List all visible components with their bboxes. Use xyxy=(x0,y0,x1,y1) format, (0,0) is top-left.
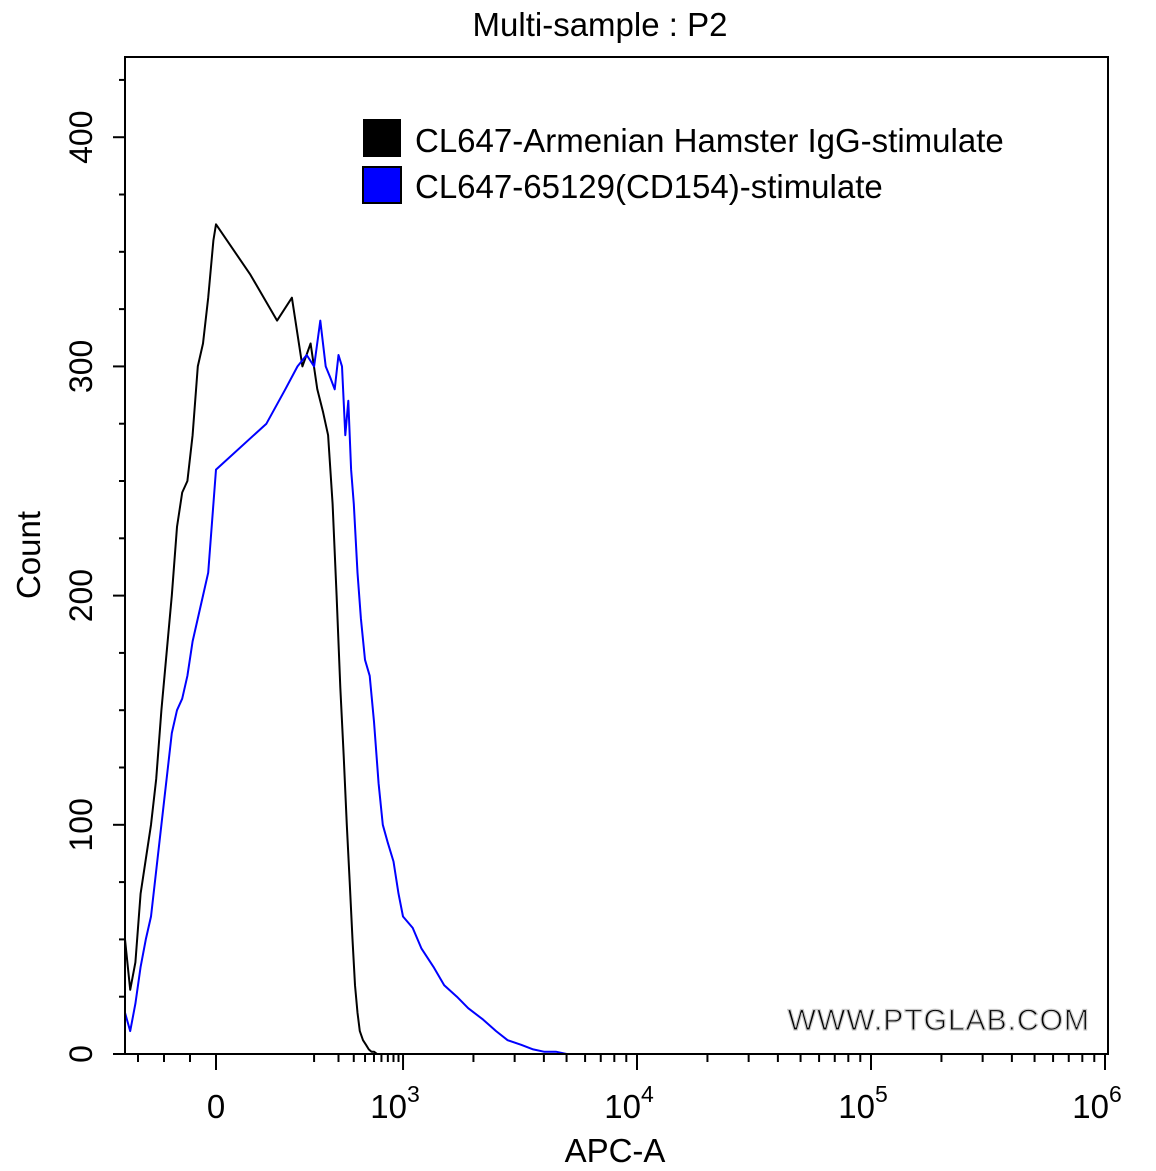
x-tick-label: 103 xyxy=(370,1081,420,1125)
series-layer xyxy=(124,223,586,1055)
x-tick-label: 104 xyxy=(604,1081,654,1125)
plot-frame xyxy=(124,56,1109,1055)
legend-label-isotype: CL647-Armenian Hamster IgG-stimulate xyxy=(415,122,1004,159)
x-tick-label: 106 xyxy=(1072,1081,1122,1125)
y-tick-label: 100 xyxy=(63,798,99,851)
legend-swatch-isotype xyxy=(363,119,401,157)
series-line-cd154 xyxy=(124,319,586,1055)
y-tick-label: 200 xyxy=(63,569,99,622)
y-axis-label: Count xyxy=(10,511,47,599)
x-tick-label: 105 xyxy=(838,1081,888,1125)
watermark-text: WWW.PTGLAB.COM xyxy=(788,1004,1090,1037)
y-tick-label: 0 xyxy=(63,1045,99,1063)
y-tick-label: 300 xyxy=(63,340,99,393)
y-axis-ticks: 0 100 200 300 400 xyxy=(63,78,125,1063)
series-line-isotype xyxy=(124,223,388,1055)
legend-label-cd154: CL647-65129(CD154)-stimulate xyxy=(415,168,883,205)
x-axis-label: APC-A xyxy=(565,1132,666,1169)
y-tick-label: 400 xyxy=(63,111,99,164)
x-axis-ticks: 0 103 104 105 106 xyxy=(137,1054,1122,1125)
legend: CL647-Armenian Hamster IgG-stimulate CL6… xyxy=(362,119,1004,205)
watermark: WWW.PTGLAB.COM xyxy=(787,1003,1090,1037)
chart-title: Multi-sample : P2 xyxy=(473,6,728,43)
legend-swatch-cd154 xyxy=(362,166,402,204)
x-tick-label: 0 xyxy=(207,1088,225,1125)
